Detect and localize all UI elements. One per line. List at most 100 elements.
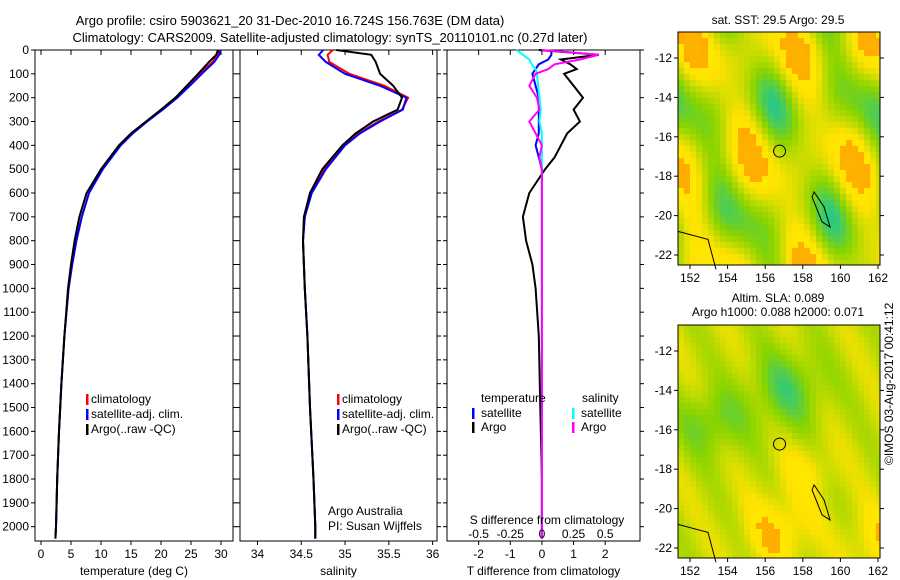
map-pixel — [822, 116, 828, 122]
y-tick-label: 1600 — [2, 424, 29, 438]
map-pixel — [762, 194, 768, 200]
map-pixel — [714, 415, 720, 421]
map-pixel — [798, 224, 804, 230]
map-pixel — [786, 451, 792, 457]
map-pixel — [678, 343, 684, 349]
map-pixel — [678, 62, 684, 68]
map-pixel — [678, 325, 684, 331]
map-pixel — [702, 86, 708, 92]
map-pixel — [774, 254, 780, 260]
map-pixel — [828, 98, 834, 104]
map-pixel — [786, 80, 792, 86]
map-pixel — [678, 152, 684, 158]
map-pixel — [750, 38, 756, 44]
map-pixel — [834, 110, 840, 116]
map-pixel — [702, 98, 708, 104]
map-pixel — [846, 511, 852, 517]
map-pixel — [846, 44, 852, 50]
map-pixel — [702, 445, 708, 451]
map-pixel — [684, 445, 690, 451]
map-pixel — [852, 74, 858, 80]
map-pixel — [876, 415, 880, 421]
map-pixel — [768, 140, 774, 146]
map-pixel — [720, 373, 726, 379]
map-pixel — [822, 158, 828, 164]
map-pixel — [702, 206, 708, 212]
map-pixel — [870, 152, 876, 158]
map-pixel — [720, 391, 726, 397]
map-pixel — [804, 553, 810, 558]
map-pixel — [840, 98, 846, 104]
map-pixel — [828, 385, 834, 391]
map-pixel — [756, 535, 762, 541]
map-pixel — [768, 463, 774, 469]
map-pixel — [840, 230, 846, 236]
map-pixel — [750, 128, 756, 134]
map-pixel — [810, 475, 816, 481]
map-pixel — [708, 170, 714, 176]
map-pixel — [810, 523, 816, 529]
map-pixel — [792, 499, 798, 505]
map-pixel — [720, 403, 726, 409]
map-pixel — [840, 427, 846, 433]
map-pixel — [732, 349, 738, 355]
map-pixel — [816, 56, 822, 62]
map-pixel — [840, 415, 846, 421]
map-pixel — [828, 475, 834, 481]
map-pixel — [870, 248, 876, 254]
map-pixel — [708, 361, 714, 367]
map-pixel — [690, 325, 696, 331]
map-pixel — [738, 547, 744, 553]
map-pixel — [750, 463, 756, 469]
map-pixel — [822, 523, 828, 529]
map-pixel — [774, 74, 780, 80]
map-pixel — [768, 242, 774, 248]
map-pixel — [690, 116, 696, 122]
map-pixel — [774, 110, 780, 116]
map-pixel — [750, 475, 756, 481]
map-pixel — [870, 224, 876, 230]
map-pixel — [756, 499, 762, 505]
map-pixel — [786, 176, 792, 182]
map-pixel — [798, 80, 804, 86]
map-pixel — [762, 475, 768, 481]
map-pixel — [714, 134, 720, 140]
map-pixel — [816, 200, 822, 206]
map-pixel — [780, 200, 786, 206]
map-pixel — [768, 553, 774, 558]
map-pixel — [678, 451, 684, 457]
map-pixel — [738, 236, 744, 242]
map-pixel — [786, 343, 792, 349]
map-pixel — [684, 373, 690, 379]
map-pixel — [864, 325, 870, 331]
map-pixel — [684, 212, 690, 218]
map-pixel — [750, 260, 756, 265]
map-pixel — [768, 80, 774, 86]
map-pixel — [738, 517, 744, 523]
map-pixel — [714, 547, 720, 553]
map-pixel — [750, 427, 756, 433]
map-pixel — [834, 50, 840, 56]
map-pixel — [828, 355, 834, 361]
map-pixel — [816, 379, 822, 385]
map-pixel — [750, 170, 756, 176]
map-pixel — [762, 110, 768, 116]
map-pixel — [780, 104, 786, 110]
map-pixel — [846, 349, 852, 355]
map-pixel — [750, 487, 756, 493]
map-pixel — [762, 493, 768, 499]
map-pixel — [858, 331, 864, 337]
map-pixel — [726, 236, 732, 242]
map-pixel — [864, 86, 870, 92]
map-pixel — [726, 248, 732, 254]
map-pixel — [852, 481, 858, 487]
map-pixel — [780, 541, 786, 547]
map-pixel — [690, 403, 696, 409]
map-lon-label: 156 — [755, 271, 775, 285]
map-pixel — [738, 140, 744, 146]
map-pixel — [852, 86, 858, 92]
map-pixel — [774, 146, 780, 152]
map-pixel — [720, 194, 726, 200]
map-pixel — [780, 487, 786, 493]
map-pixel — [708, 152, 714, 158]
